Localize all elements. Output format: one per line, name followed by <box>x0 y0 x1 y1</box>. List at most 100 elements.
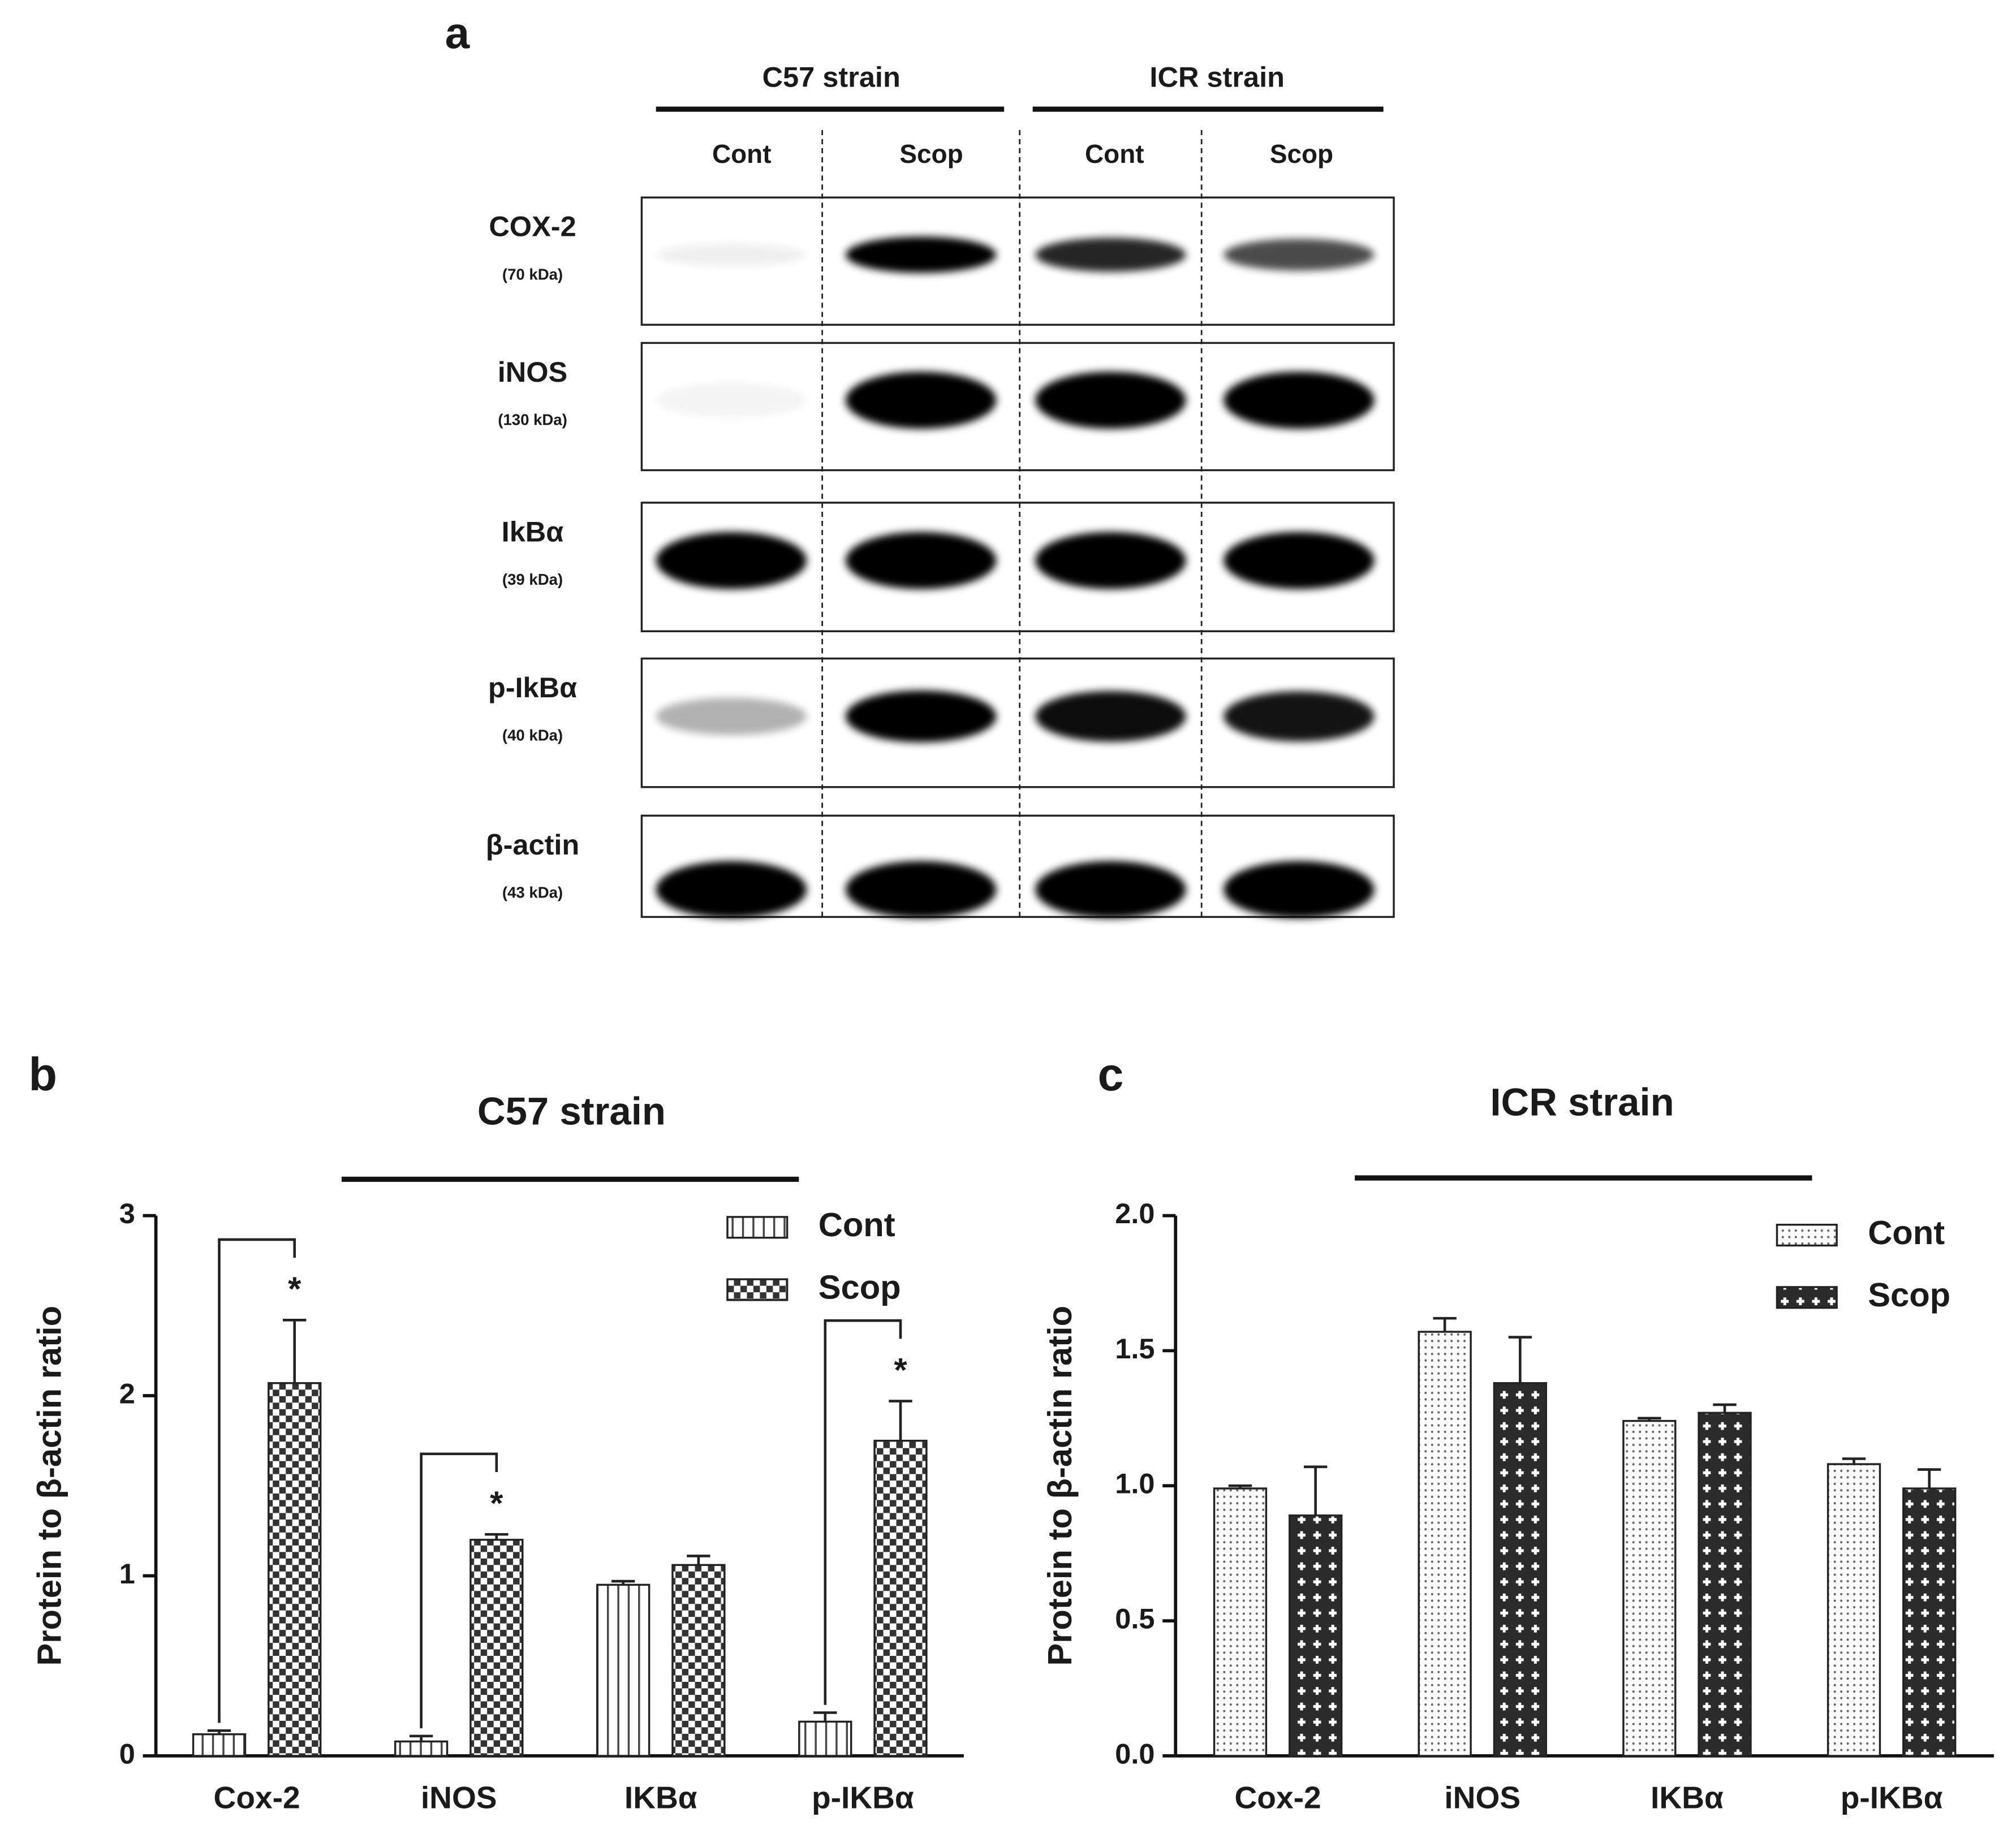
bar <box>1493 1382 1548 1757</box>
bar <box>596 1583 651 1757</box>
charts: b C57 strain Protein to β-actin ratio 0 1 2 3 C… <box>29 1048 1994 1815</box>
y-tick-label: 1.0 <box>1115 1468 1155 1500</box>
bar <box>469 1539 524 1757</box>
bar <box>671 1564 726 1757</box>
legend-swatch <box>1776 1223 1838 1247</box>
protein-label: β-actin <box>486 828 580 861</box>
bar <box>394 1740 449 1757</box>
lane-label: Scop <box>1270 139 1333 169</box>
bar <box>1622 1419 1677 1757</box>
significance-label: * <box>288 1270 301 1308</box>
error-bar <box>813 1711 837 1722</box>
band <box>1224 691 1375 742</box>
error-bar <box>207 1729 231 1734</box>
x-tick-label: iNOS <box>421 1780 497 1815</box>
y-axis-label: Protein to β-actin ratio <box>1041 1306 1079 1666</box>
lane-label: Cont <box>712 139 772 169</box>
x-tick-label: iNOS <box>1444 1780 1520 1815</box>
x-tick-label: p-IKBα <box>812 1780 914 1815</box>
panel-letter: b <box>29 1048 57 1100</box>
band <box>656 243 807 266</box>
bar <box>1418 1331 1472 1757</box>
band <box>845 532 997 589</box>
error-bar <box>1918 1468 1941 1489</box>
band <box>1224 372 1375 429</box>
band <box>845 236 997 273</box>
size-label: (130 kDa) <box>498 411 567 429</box>
bar <box>1698 1412 1752 1757</box>
y-axis-label: Protein to β-actin ratio <box>31 1306 68 1666</box>
band <box>1224 861 1375 918</box>
size-label: (70 kDa) <box>502 265 563 283</box>
band <box>845 690 997 743</box>
y-tick-label: 2.0 <box>1115 1197 1155 1229</box>
band <box>1035 532 1186 589</box>
band <box>1035 861 1186 918</box>
legend-label: Cont <box>819 1206 895 1244</box>
error-bar <box>1713 1403 1737 1413</box>
band <box>845 372 997 429</box>
legend-swatch <box>726 1278 789 1301</box>
lane-label: Scop <box>899 139 963 169</box>
error-bar <box>409 1734 433 1742</box>
error-bar <box>1304 1465 1328 1516</box>
legend-swatch <box>1776 1286 1838 1309</box>
error-bar <box>1508 1336 1532 1383</box>
error-bar <box>889 1400 912 1441</box>
group-label: C57 strain <box>763 61 901 93</box>
band <box>1035 238 1186 272</box>
band <box>656 382 807 418</box>
significance-bracket <box>420 1452 498 1729</box>
band <box>656 532 807 589</box>
error-bar <box>1842 1457 1866 1465</box>
y-tick-label: 2 <box>119 1377 135 1409</box>
y-tick-label: 1 <box>119 1557 135 1590</box>
significance-bracket <box>218 1238 296 1723</box>
legend-label: Scop <box>1868 1276 1950 1314</box>
band <box>1035 690 1186 742</box>
x-tick-label: Cox-2 <box>214 1780 300 1815</box>
error-bar <box>687 1555 710 1565</box>
error-bar <box>1433 1317 1457 1332</box>
bar <box>873 1439 928 1757</box>
band <box>845 861 997 918</box>
chart-title: C57 strain <box>477 1090 666 1133</box>
x-tick-label: p-IKBα <box>1841 1780 1943 1815</box>
bar <box>1902 1487 1957 1757</box>
panel-letter: c <box>1097 1048 1123 1100</box>
y-tick-label: 0.5 <box>1115 1602 1155 1634</box>
error-bar <box>283 1319 307 1383</box>
bar <box>1827 1463 1881 1757</box>
bar <box>1213 1487 1268 1757</box>
panel-letter: a <box>445 8 470 58</box>
legend-swatch <box>726 1216 789 1239</box>
size-label: (39 kDa) <box>502 571 563 588</box>
lane-label: Cont <box>1085 139 1144 169</box>
x-tick-label: Cox-2 <box>1235 1780 1321 1815</box>
error-bar <box>611 1579 635 1585</box>
band <box>1224 239 1375 271</box>
y-tick-label: 0 <box>119 1737 135 1769</box>
size-label: (43 kDa) <box>502 883 563 901</box>
error-bar <box>1638 1417 1661 1421</box>
significance-bracket <box>824 1319 902 1705</box>
band <box>656 861 807 918</box>
y-tick-label: 0.0 <box>1115 1737 1155 1769</box>
group-label: ICR strain <box>1149 61 1285 93</box>
bar <box>268 1382 322 1757</box>
y-tick-label: 3 <box>119 1197 135 1229</box>
legend-label: Scop <box>819 1268 901 1306</box>
legend-label: Cont <box>1868 1214 1945 1251</box>
bar <box>798 1720 852 1757</box>
band <box>1224 532 1375 589</box>
band <box>1035 372 1186 429</box>
size-label: (40 kDa) <box>502 727 563 744</box>
error-bar <box>1228 1484 1252 1489</box>
x-tick-label: IKBα <box>1651 1780 1724 1815</box>
protein-label: COX-2 <box>489 210 576 243</box>
significance-label: * <box>894 1351 907 1389</box>
protein-label: iNOS <box>498 356 568 388</box>
protein-label: IkBα <box>502 515 564 547</box>
bar <box>192 1733 247 1757</box>
